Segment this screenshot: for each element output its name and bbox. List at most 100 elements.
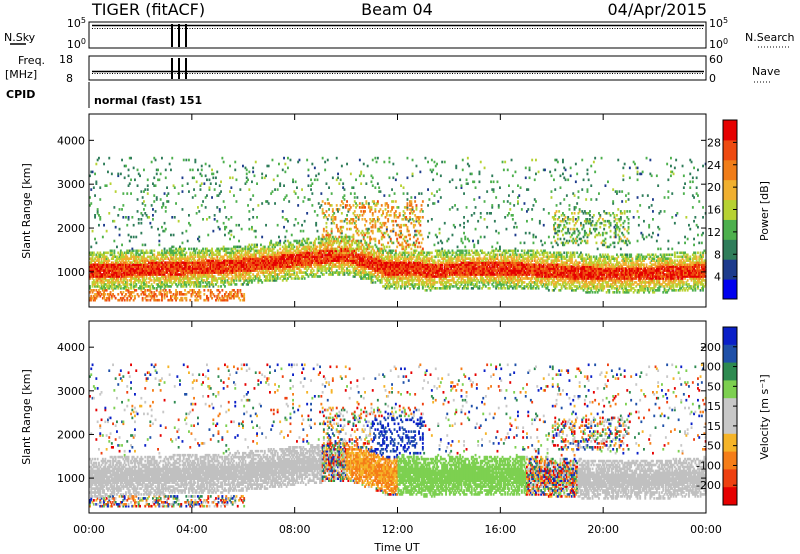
data-cell <box>89 267 91 270</box>
data-cell <box>367 227 370 231</box>
data-cell <box>108 259 111 262</box>
data-cell <box>311 192 314 195</box>
data-cell <box>148 285 150 288</box>
data-cell <box>191 263 194 266</box>
data-cell <box>126 285 129 288</box>
data-cell <box>158 233 161 237</box>
data-cell <box>281 210 284 213</box>
data-cell <box>168 253 171 257</box>
data-cell <box>126 223 129 227</box>
data-cell <box>112 277 114 280</box>
data-cell <box>239 289 242 292</box>
data-cell <box>94 283 96 286</box>
data-cell <box>179 273 181 276</box>
data-cell <box>91 263 94 266</box>
data-cell <box>98 265 100 268</box>
data-cell <box>161 294 163 298</box>
nsearch-tick-top: 105 <box>709 16 728 30</box>
data-cell <box>161 251 163 255</box>
data-cell <box>150 267 153 270</box>
data-cell <box>189 279 192 282</box>
data-cell <box>134 265 136 268</box>
data-cell <box>96 281 99 284</box>
data-cell <box>204 162 207 166</box>
data-cell <box>181 293 184 296</box>
data-cell <box>184 271 186 274</box>
data-cell <box>328 208 330 211</box>
data-cell <box>193 188 195 191</box>
data-cell <box>225 216 228 219</box>
data-cell <box>313 178 316 182</box>
data-cell <box>155 298 158 302</box>
data-cell <box>139 263 141 266</box>
data-cell <box>104 251 107 255</box>
data-cell <box>145 214 148 217</box>
data-cell <box>175 293 177 296</box>
data-cell <box>419 170 422 174</box>
data-cell <box>175 289 177 292</box>
data-cell <box>104 275 107 278</box>
data-cell <box>253 174 256 178</box>
data-cell <box>103 223 105 227</box>
data-cell <box>130 251 132 255</box>
data-cell <box>366 235 369 239</box>
data-cell <box>140 285 143 288</box>
data-cell <box>365 200 368 203</box>
data-cell <box>157 227 159 231</box>
data-cell <box>117 277 120 280</box>
data-cell <box>135 279 138 282</box>
data-cell <box>95 241 98 245</box>
data-cell <box>186 182 189 185</box>
data-cell <box>94 261 96 264</box>
data-cell <box>180 273 183 276</box>
data-cell <box>158 239 161 243</box>
data-cell <box>415 164 418 168</box>
data-cell <box>173 261 176 264</box>
data-cell <box>92 294 95 298</box>
data-cell <box>164 255 167 259</box>
data-cell <box>184 267 186 270</box>
data-cell <box>191 275 194 278</box>
data-cell <box>212 229 215 233</box>
data-cell <box>321 200 324 203</box>
data-cell <box>170 233 172 237</box>
data-cell <box>387 241 390 245</box>
data-cell <box>130 271 132 274</box>
data-cell <box>91 277 94 280</box>
data-cell <box>349 206 352 209</box>
data-cell <box>154 279 157 282</box>
data-cell <box>131 263 134 266</box>
data-cell <box>91 229 94 233</box>
data-cell <box>175 259 177 262</box>
data-cell <box>149 251 152 255</box>
data-cell <box>146 263 149 266</box>
data-cell <box>172 184 175 187</box>
data-cell <box>180 269 183 272</box>
data-cell <box>122 253 125 257</box>
data-cell <box>189 261 192 264</box>
data-cell <box>416 245 419 249</box>
data-cell <box>278 162 280 166</box>
data-cell <box>105 263 108 266</box>
data-cell <box>91 170 94 174</box>
data-cell <box>298 158 301 162</box>
data-cell <box>162 283 165 286</box>
data-cell <box>346 218 348 221</box>
data-cell <box>130 255 132 259</box>
data-cell <box>146 298 149 302</box>
data-cell <box>175 202 177 205</box>
data-cell <box>229 237 231 241</box>
data-cell <box>95 273 98 276</box>
data-cell <box>161 156 163 160</box>
data-cell <box>153 269 156 272</box>
data-cell <box>96 269 99 272</box>
data-cell <box>114 285 117 288</box>
data-cell <box>108 265 111 268</box>
data-cell <box>358 202 361 205</box>
data-cell <box>393 192 396 195</box>
data-cell <box>217 285 220 288</box>
data-cell <box>90 245 93 249</box>
data-cell <box>248 218 251 221</box>
data-cell <box>342 225 345 229</box>
data-cell <box>95 263 98 266</box>
